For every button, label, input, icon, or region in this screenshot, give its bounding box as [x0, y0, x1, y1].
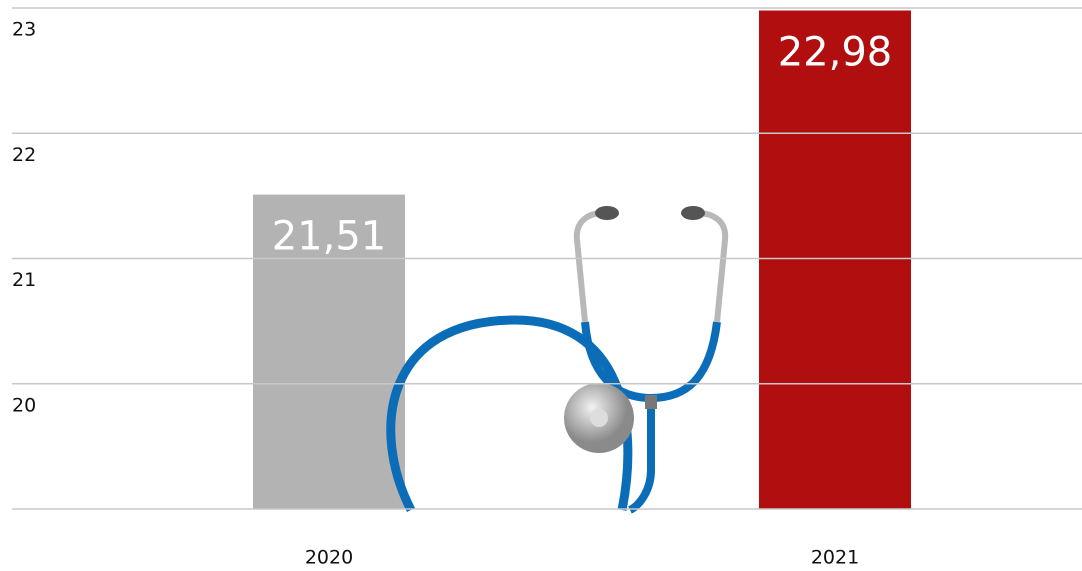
x-tick-label: 2021	[811, 547, 859, 569]
value-label: 21,51	[272, 214, 387, 260]
y-tick-label: 21	[12, 269, 36, 291]
bar	[253, 194, 405, 509]
y-tick-label: 20	[12, 394, 36, 416]
bar	[759, 10, 911, 509]
stethoscope-illustration	[386, 206, 729, 514]
x-tick-label: 2020	[305, 547, 353, 569]
value-label: 22,98	[778, 30, 893, 76]
y-tick-label: 22	[12, 144, 36, 166]
y-tick-label: 23	[12, 19, 36, 41]
